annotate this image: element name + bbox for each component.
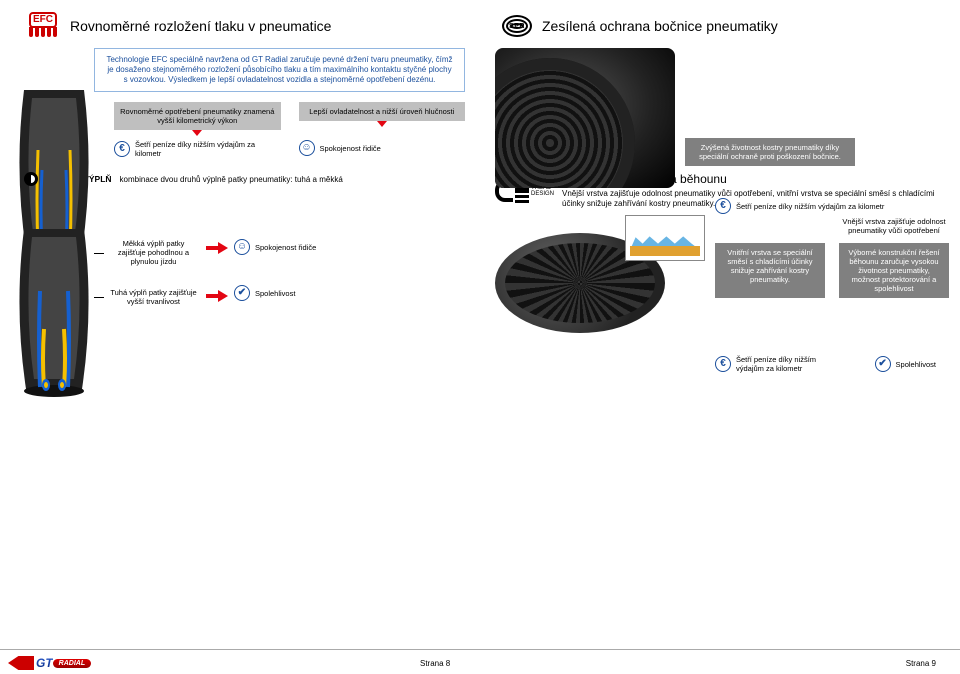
smile-icon: ☺ bbox=[234, 239, 250, 255]
lr-benefit-2: ✔ Spolehlivost bbox=[875, 355, 936, 373]
cb-small2: DESIGN bbox=[531, 191, 554, 197]
ll-benefit-1: ☺ Spokojenost řidiče bbox=[234, 239, 316, 255]
arrow-icon bbox=[206, 289, 228, 303]
header-right: SPR Zesílená ochrana bočnice pneumatiky bbox=[500, 12, 936, 40]
header-row: EFC Rovnoměrné rozložení tlaku v pneumat… bbox=[24, 12, 936, 40]
ll-note-2: Tuhá výplň patky zajišťuje vyšší trvanli… bbox=[106, 286, 201, 308]
upper-section: Technologie EFC speciálně navržena od GT… bbox=[24, 48, 936, 158]
spr-bubble-wrap: Zvýšená životnost kostry pneumatiky díky… bbox=[685, 138, 855, 166]
euro-icon: € bbox=[715, 198, 731, 214]
lr-topright: Vnější vrstva zajišťuje odolnost pneumat… bbox=[839, 217, 949, 235]
smile-icon: ☺ bbox=[299, 140, 315, 156]
upper-left: Technologie EFC speciálně navržena od GT… bbox=[24, 48, 465, 158]
page: EFC Rovnoměrné rozložení tlaku v pneumat… bbox=[0, 0, 960, 674]
lower-right-bottom: € Šetří peníze díky nižším výdajům za ki… bbox=[715, 355, 936, 373]
efc-note-1: Rovnoměrné opotřebení pneumatiky znamená… bbox=[114, 102, 281, 130]
efc-grid: Rovnoměrné opotřebení pneumatiky znamená… bbox=[114, 102, 465, 158]
arrow-icon bbox=[206, 241, 228, 255]
check-icon: ✔ bbox=[234, 285, 250, 301]
radial-text: RADIAL bbox=[53, 659, 91, 668]
tire-cutaway2-icon bbox=[12, 219, 96, 399]
lower-section: Měkká výplň patky zajišťuje pohodlnou a … bbox=[24, 219, 936, 419]
lower-left-arrows bbox=[206, 241, 228, 303]
page-number-left: Strana 8 bbox=[420, 659, 450, 668]
check-icon: ✔ bbox=[875, 356, 891, 372]
lower-left-labels: Měkká výplň patky zajišťuje pohodlnou a … bbox=[106, 237, 201, 308]
lr-benefit-1: € Šetří peníze díky nižším výdajům za ki… bbox=[715, 355, 835, 373]
efc-logo-icon: EFC bbox=[24, 12, 62, 40]
header-left: EFC Rovnoměrné rozložení tlaku v pneumat… bbox=[24, 12, 460, 40]
dvojita-icon bbox=[24, 172, 38, 186]
euro-icon: € bbox=[114, 141, 130, 157]
ll-benefit-2: ✔ Spolehlivost bbox=[234, 285, 316, 301]
spr-logo-text: SPR bbox=[502, 15, 532, 37]
spr-logo-icon: SPR bbox=[500, 12, 534, 40]
efc-benefit-2: ☺ Spokojenost řidiče bbox=[299, 140, 466, 156]
lr-bubble-2: Výborné konstrukční řešení běhounu zaruč… bbox=[839, 243, 949, 298]
efc-note-2: Lepší ovladatelnost a nižší úroveň hlučn… bbox=[299, 102, 466, 121]
spr-bubble: Zvýšená životnost kostry pneumatiky díky… bbox=[685, 138, 855, 166]
spr-benefit: € Šetří peníze díky nižším výdajům za ki… bbox=[715, 198, 884, 214]
tire-photo-icon bbox=[495, 48, 675, 188]
ll-note-1: Měkká výplň patky zajišťuje pohodlnou a … bbox=[106, 237, 201, 268]
upper-right: Zvýšená životnost kostry pneumatiky díky… bbox=[495, 48, 936, 158]
lower-left-benefits: ☺ Spokojenost řidiče ✔ Spolehlivost bbox=[234, 239, 316, 301]
lr-benefit-1-text: Šetří peníze díky nižším výdajům za kilo… bbox=[736, 355, 835, 373]
footer-divider bbox=[0, 649, 960, 650]
lower-left: Měkká výplň patky zajišťuje pohodlnou a … bbox=[24, 219, 465, 419]
tire-photo2-icon bbox=[495, 215, 705, 335]
efc-benefit-1-text: Šetří peníze díky nižším výdajům za kilo… bbox=[135, 140, 281, 158]
gt-radial-logo-icon: GT RADIAL bbox=[8, 656, 91, 670]
efc-intro-text: Technologie EFC speciálně navržena od GT… bbox=[94, 48, 465, 92]
lr-bubble-1: Vnitřní vrstva se speciální směsí s chla… bbox=[715, 243, 825, 298]
lr-benefit-2-text: Spolehlivost bbox=[896, 360, 936, 369]
dvojita-desc: kombinace dvou druhů výplně patky pneuma… bbox=[120, 175, 343, 184]
page-number-right: Strana 9 bbox=[906, 659, 936, 668]
efc-logo-text: EFC bbox=[29, 12, 57, 28]
spr-benefit-text: Šetří peníze díky nižším výdajům za kilo… bbox=[736, 202, 884, 211]
lower-right-grid: Vnější vrstva zajišťuje odolnost pneumat… bbox=[715, 217, 949, 298]
lower-right: Vnější vrstva zajišťuje odolnost pneumat… bbox=[495, 219, 936, 419]
efc-benefit-1: € Šetří peníze díky nižším výdajům za ki… bbox=[114, 140, 281, 158]
ll-benefit-1-text: Spokojenost řidiče bbox=[255, 243, 316, 252]
header-title-right: Zesílená ochrana bočnice pneumatiky bbox=[542, 18, 778, 34]
gt-text: GT bbox=[36, 656, 53, 670]
header-title-left: Rovnoměrné rozložení tlaku v pneumatice bbox=[70, 18, 331, 34]
efc-benefit-2-text: Spokojenost řidiče bbox=[320, 144, 381, 153]
euro-icon: € bbox=[715, 356, 731, 372]
ll-benefit-2-text: Spolehlivost bbox=[255, 289, 295, 298]
